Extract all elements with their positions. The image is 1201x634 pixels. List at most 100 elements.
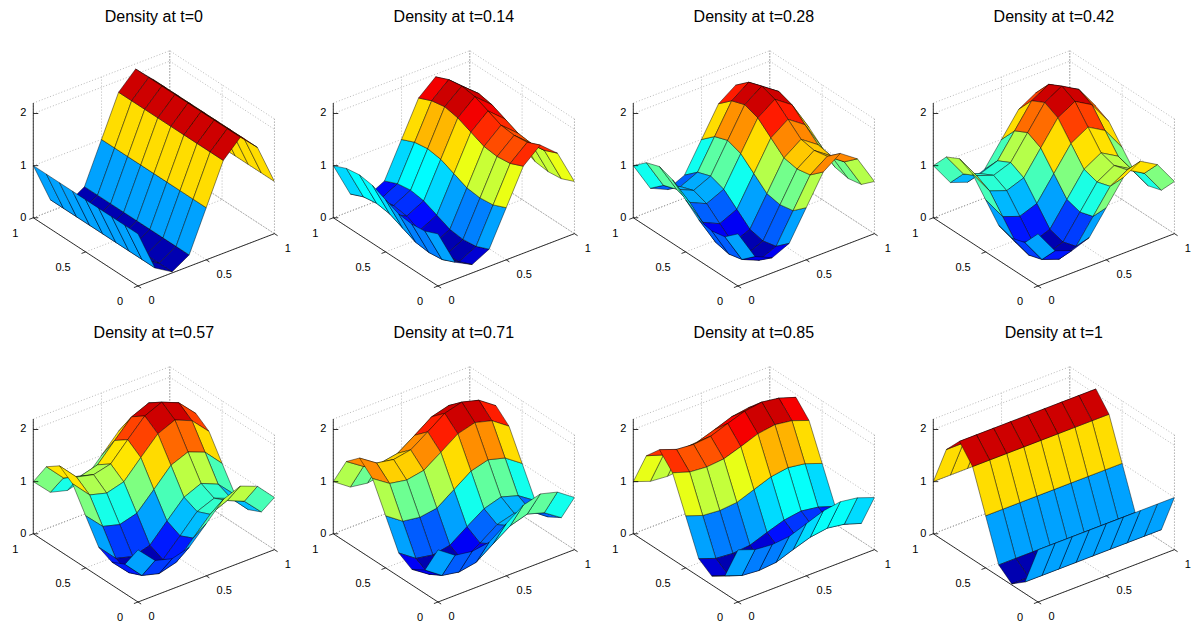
tick-label: 1 xyxy=(912,543,918,555)
tick-label: 0.5 xyxy=(217,584,232,596)
tick xyxy=(382,252,386,254)
surface xyxy=(633,397,874,576)
tick-label: 0 xyxy=(748,610,754,622)
tick xyxy=(134,602,138,604)
tick xyxy=(29,218,33,220)
tick-label: 0 xyxy=(20,211,26,223)
tick-label: 0 xyxy=(320,211,326,223)
tick xyxy=(806,260,809,262)
frame xyxy=(33,367,274,550)
tick-label: 1 xyxy=(320,475,326,487)
surface-cell xyxy=(699,558,729,576)
tick xyxy=(1174,550,1177,552)
tick xyxy=(333,217,338,218)
grid xyxy=(633,367,874,602)
frame-edge xyxy=(633,51,874,119)
tick-label: 0 xyxy=(320,527,326,539)
frame-edge xyxy=(633,481,874,549)
grid xyxy=(933,51,1174,286)
surface xyxy=(333,400,574,575)
x-axis-line xyxy=(738,234,874,286)
surface xyxy=(933,389,1174,584)
grid-line xyxy=(874,119,875,234)
z-axis-line xyxy=(633,103,634,218)
surface-cell xyxy=(1110,161,1140,186)
grid-line xyxy=(1174,119,1175,234)
tick xyxy=(933,429,938,430)
title: Density at t=0.71 xyxy=(394,324,515,341)
title: Density at t=0 xyxy=(105,8,203,25)
axes: 00.5100.51012 xyxy=(312,103,591,307)
y-axis-line xyxy=(33,534,138,602)
surface-cell xyxy=(659,449,689,472)
tick-label: 0 xyxy=(1048,294,1054,306)
tick xyxy=(574,550,577,552)
tick xyxy=(933,533,938,534)
title: Density at t=0.28 xyxy=(694,8,815,25)
tick-label: 0.5 xyxy=(55,577,70,589)
tick xyxy=(734,286,738,288)
surface-cell xyxy=(810,153,840,174)
tick-label: 1 xyxy=(20,159,26,171)
tick-label: 0.5 xyxy=(655,261,670,273)
z-axis-line xyxy=(33,103,34,218)
surface-cell xyxy=(386,200,416,243)
tick xyxy=(682,252,686,254)
frame-edge xyxy=(333,367,574,435)
tick-label: 1 xyxy=(920,159,926,171)
title: Density at t=1 xyxy=(1005,324,1103,341)
tick-label: 0 xyxy=(117,295,123,307)
surface xyxy=(933,84,1174,259)
surface-cell xyxy=(425,550,455,576)
tick-label: 0 xyxy=(417,611,423,623)
grid xyxy=(333,51,574,286)
tick-label: 0.5 xyxy=(355,261,370,273)
surface-cell xyxy=(476,524,506,563)
grid-line xyxy=(633,103,634,218)
surface-cell xyxy=(673,472,703,516)
frame-edge xyxy=(574,119,575,234)
tick xyxy=(982,252,986,254)
surface-cell xyxy=(125,225,155,268)
surface-cell xyxy=(425,231,455,262)
tick xyxy=(506,260,509,262)
tick-label: 1 xyxy=(912,227,918,239)
y-axis-line xyxy=(933,534,1038,602)
grid xyxy=(33,367,274,602)
tick-label: 0.5 xyxy=(1117,584,1132,596)
tick xyxy=(1106,576,1109,578)
tick-label: 1 xyxy=(585,242,591,254)
tick-label: 0 xyxy=(448,610,454,622)
surface-cell xyxy=(476,205,506,249)
axes: 00.5100.51012 xyxy=(12,419,291,623)
tick xyxy=(138,286,141,288)
tick-label: 2 xyxy=(920,106,926,118)
surface-cell xyxy=(544,150,574,181)
tick-label: 1 xyxy=(612,227,618,239)
z-axis-line xyxy=(933,419,934,534)
tick-label: 1 xyxy=(20,475,26,487)
tick xyxy=(29,534,33,536)
title: Density at t=0.57 xyxy=(94,324,215,341)
tick xyxy=(929,534,933,536)
grid-line xyxy=(633,218,738,286)
surface-cell xyxy=(125,550,155,576)
surface-cell xyxy=(1025,234,1055,260)
surface-cell xyxy=(210,129,240,161)
tick-label: 1 xyxy=(285,558,291,570)
frame-edge xyxy=(933,51,1174,119)
tick xyxy=(438,286,441,288)
tick xyxy=(633,165,638,166)
grid-line xyxy=(33,103,34,218)
tick xyxy=(933,165,938,166)
grid-line xyxy=(822,85,823,200)
tick xyxy=(382,568,386,570)
tick-label: 0 xyxy=(748,294,754,306)
surface-cell xyxy=(244,139,274,182)
y-axis-line xyxy=(933,218,1038,286)
surface-cell xyxy=(459,246,489,264)
frame-edge xyxy=(1174,435,1175,550)
surface-cell xyxy=(86,516,116,559)
grid-line xyxy=(633,419,634,534)
tick xyxy=(1106,260,1109,262)
